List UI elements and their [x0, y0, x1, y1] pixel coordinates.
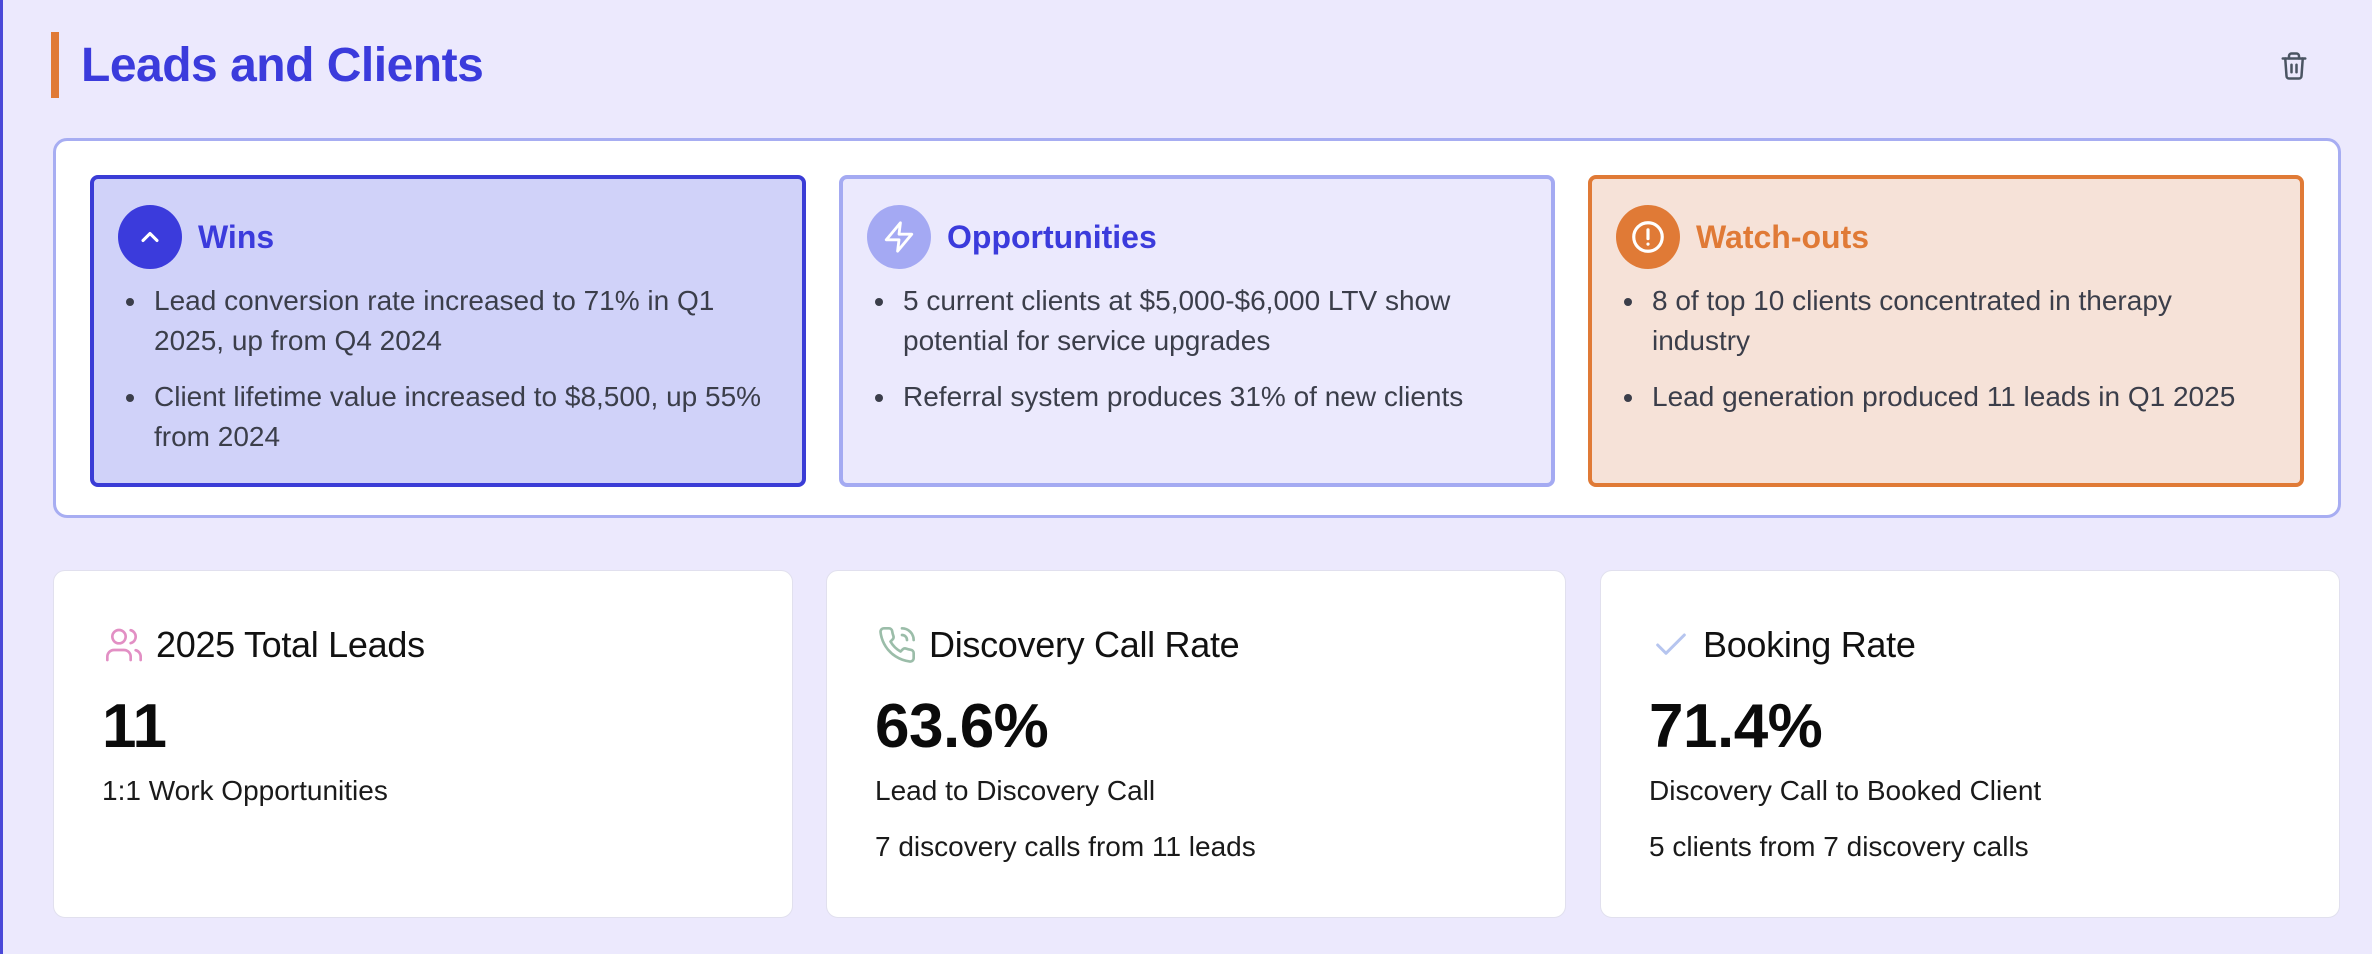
metric-title: Discovery Call Rate	[929, 624, 1240, 665]
opportunities-list: 5 current clients at $5,000-$6,000 LTV s…	[867, 281, 1527, 417]
lightning-icon	[867, 205, 931, 269]
wins-list: Lead conversion rate increased to 71% in…	[118, 281, 778, 457]
total-leads-card: 2025 Total Leads 11 1:1 Work Opportuniti…	[53, 570, 793, 918]
booking-rate-card: Booking Rate 71.4% Discovery Call to Boo…	[1600, 570, 2340, 918]
list-item: 5 current clients at $5,000-$6,000 LTV s…	[875, 281, 1527, 361]
metric-value: 63.6%	[875, 692, 1049, 761]
alert-circle-icon	[1616, 205, 1680, 269]
users-icon	[102, 623, 146, 667]
metric-subtitle: 1:1 Work Opportunities	[102, 775, 388, 806]
page-title: Leads and Clients	[81, 38, 484, 92]
booking-rate-header: Booking Rate	[1649, 623, 1916, 667]
list-item: Lead conversion rate increased to 71% in…	[126, 281, 778, 361]
delete-button[interactable]	[2276, 48, 2312, 84]
chevron-up-icon	[118, 205, 182, 269]
list-item: Client lifetime value increased to $8,50…	[126, 377, 778, 457]
metric-subtitle: Discovery Call to Booked Client	[1649, 775, 2042, 806]
list-item: 8 of top 10 clients concentrated in ther…	[1624, 281, 2276, 361]
header-accent-bar	[51, 32, 59, 98]
metric-value: 11	[102, 692, 167, 761]
wins-card-header: Wins	[118, 205, 778, 269]
metric-title: Booking Rate	[1703, 624, 1916, 665]
metric-title: 2025 Total Leads	[156, 624, 425, 665]
metric-value: 71.4%	[1649, 692, 1823, 761]
discovery-call-rate-card: Discovery Call Rate 63.6% Lead to Discov…	[826, 570, 1566, 918]
watchouts-list: 8 of top 10 clients concentrated in ther…	[1616, 281, 2276, 417]
total-leads-header: 2025 Total Leads	[102, 623, 425, 667]
wins-card: Wins Lead conversion rate increased to 7…	[90, 175, 806, 487]
insights-panel: Wins Lead conversion rate increased to 7…	[53, 138, 2341, 518]
trash-icon	[2281, 52, 2307, 80]
metric-note: 5 clients from 7 discovery calls	[1649, 831, 2029, 862]
watchouts-card: Watch-outs 8 of top 10 clients concentra…	[1588, 175, 2304, 487]
metric-subtitle: Lead to Discovery Call	[875, 775, 1156, 806]
opportunities-card-header: Opportunities	[867, 205, 1527, 269]
list-item: Referral system produces 31% of new clie…	[875, 377, 1527, 417]
list-item: Lead generation produced 11 leads in Q1 …	[1624, 377, 2276, 417]
discovery-call-rate-header: Discovery Call Rate	[875, 623, 1240, 667]
section-header: Leads and Clients	[51, 32, 484, 98]
watchouts-title: Watch-outs	[1696, 218, 1870, 255]
opportunities-card: Opportunities 5 current clients at $5,00…	[839, 175, 1555, 487]
wins-title: Wins	[198, 218, 275, 255]
metric-note: 7 discovery calls from 11 leads	[875, 831, 1256, 862]
opportunities-title: Opportunities	[947, 218, 1157, 255]
phone-icon	[875, 623, 919, 667]
watchouts-card-header: Watch-outs	[1616, 205, 2276, 269]
check-icon	[1649, 623, 1693, 667]
